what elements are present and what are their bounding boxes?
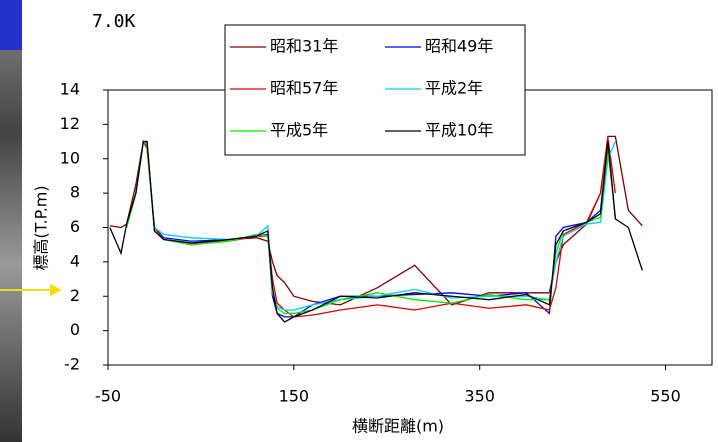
x-axis-label: 横断距離(m) (352, 417, 444, 436)
legend-label: 昭和31年 (270, 37, 338, 56)
series-line (110, 136, 642, 304)
y-tick-label: 8 (70, 183, 80, 202)
y-tick-label: 2 (70, 286, 80, 305)
legend-label: 昭和49年 (425, 37, 493, 56)
series-line (127, 142, 616, 314)
legend-label: 平成2年 (425, 79, 483, 98)
legend-label: 昭和57年 (270, 79, 338, 98)
y-tick-label: 14 (60, 80, 80, 99)
x-tick-label: 150 (279, 387, 310, 406)
y-tick-label: 6 (70, 217, 80, 236)
legend-label: 平成10年 (425, 121, 493, 140)
chart: 7.0K 横断距離(m) 標高(T.P.m) -2 0 2 4 6 8 10 12 14 -50 1… (0, 0, 718, 442)
legend-label: 平成5年 (270, 121, 328, 140)
series-line (127, 142, 616, 310)
y-axis-label: 標高(T.P.m) (32, 185, 51, 270)
x-tick-label: 350 (464, 387, 495, 406)
chart-title: 7.0K (92, 11, 136, 32)
y-tick-label: 0 (70, 320, 80, 339)
y-tick-label: 12 (60, 114, 80, 133)
x-tick-label: -50 (95, 387, 121, 406)
y-tick-label: 4 (70, 251, 80, 270)
blue-block (0, 0, 22, 50)
series-line (110, 142, 642, 322)
x-tick-label: 550 (650, 387, 681, 406)
y-tick-label: -2 (64, 355, 80, 374)
pointer-arrow-head (50, 284, 62, 296)
photo-strip (0, 0, 22, 442)
y-tick-label: 10 (60, 148, 80, 167)
